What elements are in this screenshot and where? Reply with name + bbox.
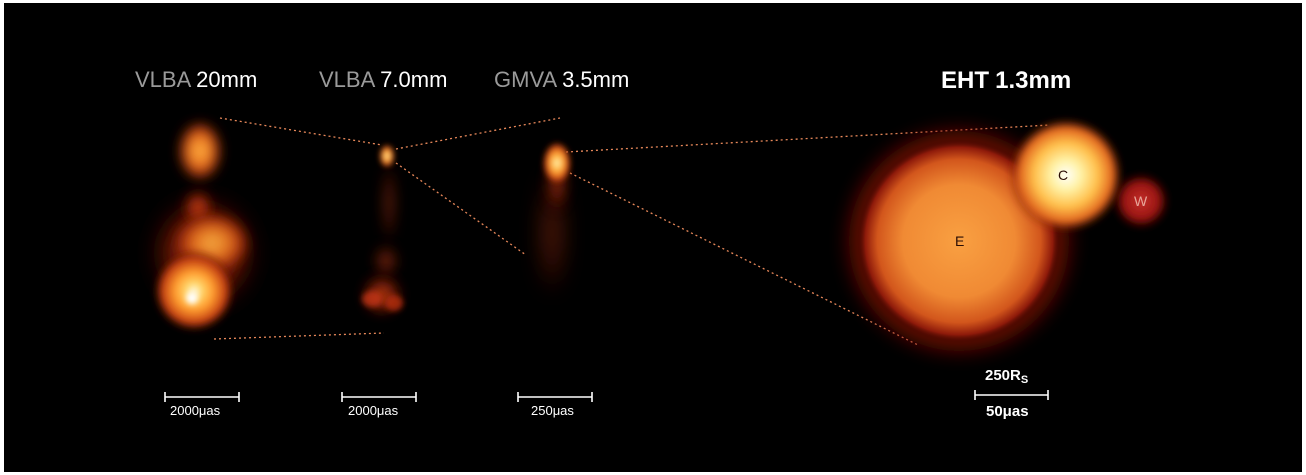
connector-20mm-bottom	[213, 332, 385, 340]
title-vlba-7mm: VLBA 7.0mm	[319, 67, 447, 93]
wavelength-label: 3.5mm	[562, 67, 630, 92]
instrument-label: EHT	[941, 67, 989, 94]
wavelength-label: 7.0mm	[380, 67, 448, 92]
emission-scene	[146, 117, 1171, 402]
wavelength-label: 20mm	[196, 67, 258, 92]
scale-label-eht-top-sub: S	[1020, 374, 1029, 386]
component-label-west: W	[1134, 193, 1148, 209]
scale-label-eht-top-main: 250R	[985, 367, 1021, 384]
title-vlba-20mm: VLBA 20mm	[135, 67, 257, 93]
scale-label-eht-top: 250RS	[985, 367, 1028, 386]
connector-3mm-top	[565, 124, 1051, 153]
wavelength-label: 1.3mm	[995, 67, 1072, 94]
instrument-label: VLBA	[135, 67, 191, 92]
title-gmva-3mm: GMVA 3.5mm	[494, 67, 629, 93]
scale-bars	[164, 390, 1049, 402]
connector-7mm-top	[395, 117, 561, 150]
scale-label-eht-bottom: 50μas	[986, 403, 1029, 420]
vlba-7mm-image	[360, 144, 404, 317]
image-panel: VLBA 20mm VLBA 7.0mm GMVA 3.5mm EHT 1.3m…	[4, 3, 1302, 472]
connector-7mm-bottom	[395, 162, 527, 256]
scale-label-3mm: 250μas	[531, 403, 574, 418]
scale-bar-20mm	[164, 392, 240, 402]
vlba-20mm-image	[146, 121, 262, 333]
eht-1mm-image	[849, 117, 1171, 351]
scale-bar-3mm	[517, 392, 593, 402]
scale-bar-7mm	[341, 392, 417, 402]
scale-label-7mm: 2000μas	[348, 403, 399, 418]
component-label-east: E	[955, 233, 965, 249]
component-label-core: C	[1058, 167, 1069, 183]
connector-lines	[213, 117, 1051, 346]
instrument-label: VLBA	[319, 67, 375, 92]
scale-bar-eht	[974, 390, 1049, 400]
scale-label-20mm: 2000μas	[170, 403, 221, 418]
title-eht-1mm: EHT 1.3mm	[941, 67, 1071, 95]
connector-20mm-top	[219, 117, 383, 146]
instrument-label: GMVA	[494, 67, 556, 92]
gmva-3mm-image	[534, 141, 572, 303]
